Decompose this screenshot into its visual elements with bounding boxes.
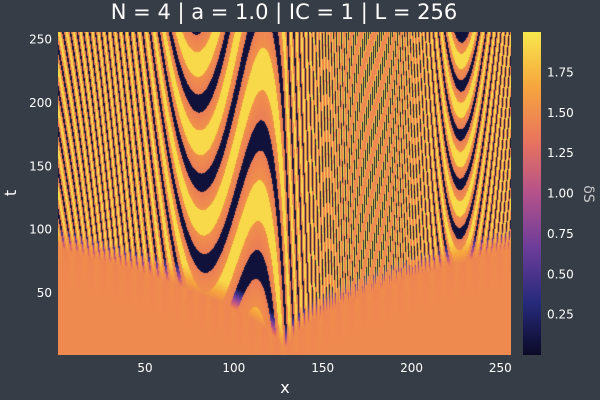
y-tick-label: 200 xyxy=(29,96,52,110)
colorbar-label: δS xyxy=(580,185,596,203)
colorbar-tick-label: 0.25 xyxy=(547,308,574,322)
colorbar-tick-label: 0.75 xyxy=(547,227,574,241)
x-tick-label: 100 xyxy=(222,361,245,375)
colorbar-tick-label: 1.25 xyxy=(547,146,574,160)
x-tick-label: 50 xyxy=(137,361,152,375)
x-tick-label: 150 xyxy=(311,361,334,375)
y-tick-label: 150 xyxy=(29,159,52,173)
colorbar-tick-label: 1.00 xyxy=(547,187,574,201)
heatmap-area xyxy=(58,32,511,355)
x-axis-label: x xyxy=(280,378,289,397)
colorbar-tick-label: 1.50 xyxy=(547,106,574,120)
x-axis-ticks: 50 100 150 200 250 xyxy=(137,361,511,375)
colorbar-ticks: 0.25 0.50 0.75 1.00 1.25 1.50 1.75 xyxy=(547,65,574,321)
y-tick-label: 100 xyxy=(29,223,52,237)
colorbar-tick-label: 0.50 xyxy=(547,267,574,281)
x-tick-label: 250 xyxy=(489,361,512,375)
y-tick-label: 50 xyxy=(37,286,52,300)
colorbar-tick-label: 1.75 xyxy=(547,65,574,79)
colorbar xyxy=(523,32,541,355)
y-axis-label: t xyxy=(1,190,20,196)
y-axis-ticks: 50 100 150 200 250 xyxy=(29,33,52,300)
x-tick-label: 200 xyxy=(400,361,423,375)
y-tick-label: 250 xyxy=(29,33,52,47)
chart-title: N = 4 | a = 1.0 | IC = 1 | L = 256 xyxy=(111,0,457,25)
